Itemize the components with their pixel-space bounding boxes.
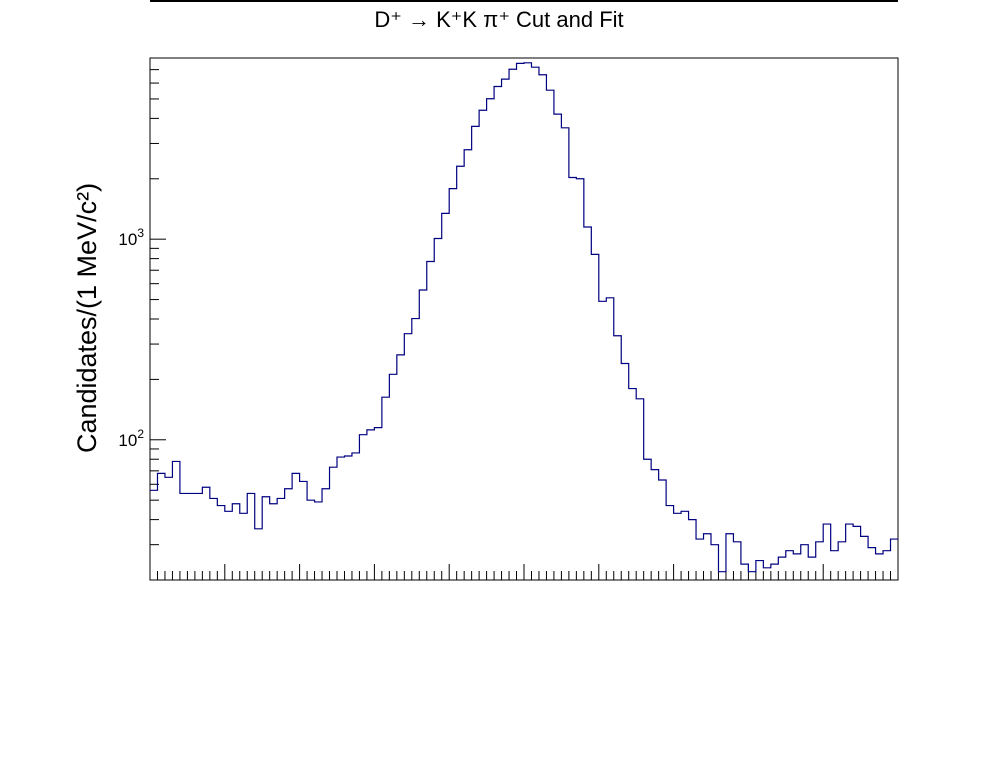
y-tick-label: 103 <box>118 226 144 249</box>
chart-title: D⁺ → K⁺K π⁺ Cut and Fit <box>374 7 623 32</box>
y-axis-label: Candidates/(1 MeV/c²) <box>72 183 102 453</box>
y-tick-label: 102 <box>118 427 144 450</box>
y-axis-tick-labels: 102 103 <box>118 226 144 450</box>
histogram-series-line <box>150 62 898 573</box>
y-axis-ticks <box>150 57 166 581</box>
x-axis-ticks <box>149 564 899 580</box>
